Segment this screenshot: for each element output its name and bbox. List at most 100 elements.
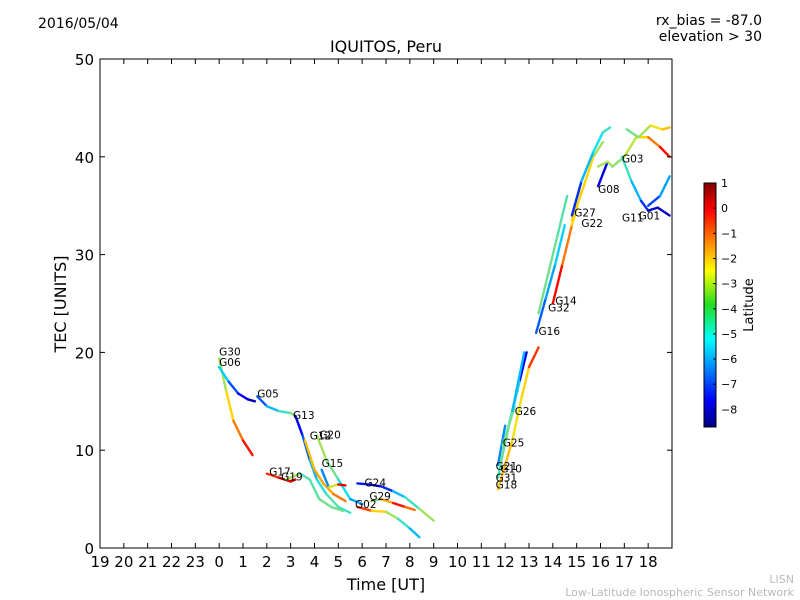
y-tick-label: 10 — [75, 442, 94, 460]
trace-segment — [658, 145, 671, 159]
trace-segment — [299, 472, 311, 481]
trace-segment — [308, 478, 321, 501]
trace-segment — [246, 398, 257, 403]
trace-segment — [620, 155, 633, 183]
plot-frame — [99, 58, 673, 549]
trace-segment — [327, 483, 340, 489]
trace-segment — [511, 351, 526, 413]
trace-segment — [658, 175, 671, 198]
trace-segment — [391, 490, 407, 499]
colorbar-tick-label: −1 — [721, 227, 737, 240]
trace-segment — [289, 478, 297, 483]
trace-segment — [418, 507, 435, 522]
trace-segment — [217, 365, 230, 383]
x-tick-label: 15 — [567, 553, 586, 571]
prn-label: G31 — [496, 472, 517, 484]
x-axis-label: Time [UT] — [346, 575, 425, 594]
trace-segment — [630, 180, 643, 203]
colorbar-tick-label: −5 — [721, 328, 737, 341]
trace-segment — [356, 482, 371, 486]
colorbar-ticks: 1 0 −1 −2 −3 −4 −5 −6 −7 −8 — [713, 177, 737, 416]
trace-segment — [537, 272, 550, 315]
trace-segment — [646, 136, 662, 149]
y-tick-label: 50 — [75, 51, 94, 69]
trace-segment — [325, 493, 340, 509]
trace-segment — [623, 136, 638, 159]
x-tick-label: 14 — [543, 553, 562, 571]
trace-segment — [592, 131, 605, 154]
trace-segment — [561, 224, 574, 266]
trace-segment — [337, 505, 352, 514]
trace-segment — [313, 468, 326, 486]
prn-label: G13 — [293, 410, 315, 422]
x-tick-label: 1 — [238, 553, 248, 571]
x-tick-label: 5 — [334, 553, 344, 571]
chart-title: IQUITOS, Peru — [329, 37, 443, 56]
prn-label: G19 — [281, 472, 303, 484]
trace-segment — [596, 160, 609, 168]
colorbar-label: Latitude — [742, 278, 757, 332]
x-tick-label: 19 — [90, 553, 109, 571]
x-tick-label: 22 — [162, 553, 181, 571]
colorbar — [703, 182, 717, 428]
prn-label: G05 — [257, 388, 279, 400]
series-G01 — [625, 124, 671, 139]
series-G20 — [315, 434, 364, 506]
trace-segment — [582, 155, 595, 188]
trace-segment — [284, 472, 302, 481]
prn-label: G03 — [622, 154, 644, 166]
series-G16 — [534, 224, 566, 335]
prn-label: G32 — [548, 302, 570, 314]
trace-segment — [646, 194, 662, 207]
prn-label: G26 — [515, 406, 537, 418]
trace-segment — [356, 505, 373, 513]
date-label: 2016/05/04 — [38, 16, 119, 32]
trace-segment — [592, 140, 605, 159]
station-parameters: rx_bias = -87.0 elevation > 30 — [656, 13, 762, 45]
prn-label: G15 — [322, 458, 344, 470]
trace-segment — [546, 233, 559, 276]
x-tick-label: 9 — [429, 553, 439, 571]
prn-label: G21 — [496, 461, 517, 473]
colorbar-tick-label: −2 — [721, 252, 737, 265]
x-tick-label: 20 — [114, 553, 133, 571]
elevation-label: elevation > 30 — [658, 29, 762, 45]
trace-segment — [637, 124, 652, 139]
trace-segment — [403, 495, 421, 511]
axes: 19 20 21 22 23 0 1 2 3 4 5 6 7 8 9 10 11 12 13 14 15 16 17 1801… — [75, 51, 672, 571]
series-G27 — [570, 126, 612, 217]
trace-segment — [661, 126, 671, 131]
credit: LISN Low-Latitude Ionospheric Sensor Net… — [565, 573, 794, 599]
trace-segment — [325, 458, 340, 481]
series-G25 — [501, 404, 516, 447]
trace-segment — [265, 472, 280, 479]
prn-label: G14 — [555, 295, 577, 307]
x-tick-label: 10 — [448, 553, 467, 571]
x-tick-label: 2 — [262, 553, 272, 571]
trace-segment — [315, 434, 328, 462]
series-G19 — [284, 472, 345, 513]
trace-segment — [408, 527, 421, 539]
trace-segment — [217, 357, 228, 393]
prn-label: G22 — [581, 218, 603, 230]
series-G30 — [217, 357, 254, 457]
trace-segment — [337, 478, 352, 501]
x-tick-label: 18 — [639, 553, 658, 571]
trace-segment — [227, 380, 240, 395]
trace-segment — [403, 505, 416, 512]
x-tick-label: 23 — [186, 553, 205, 571]
trace-segment — [232, 419, 245, 442]
series-G15 — [320, 468, 347, 489]
series-G22 — [570, 140, 605, 222]
series-G02 — [356, 505, 421, 539]
y-axis-label: TEC [UNITS] — [51, 256, 70, 354]
trace-segment — [554, 224, 566, 266]
trace-segment — [656, 206, 671, 217]
trace-segment — [237, 392, 249, 401]
prn-label: G08 — [598, 184, 620, 196]
y-tick-label: 0 — [84, 540, 94, 558]
trace-segment — [277, 409, 292, 415]
trace-segment — [318, 497, 333, 509]
